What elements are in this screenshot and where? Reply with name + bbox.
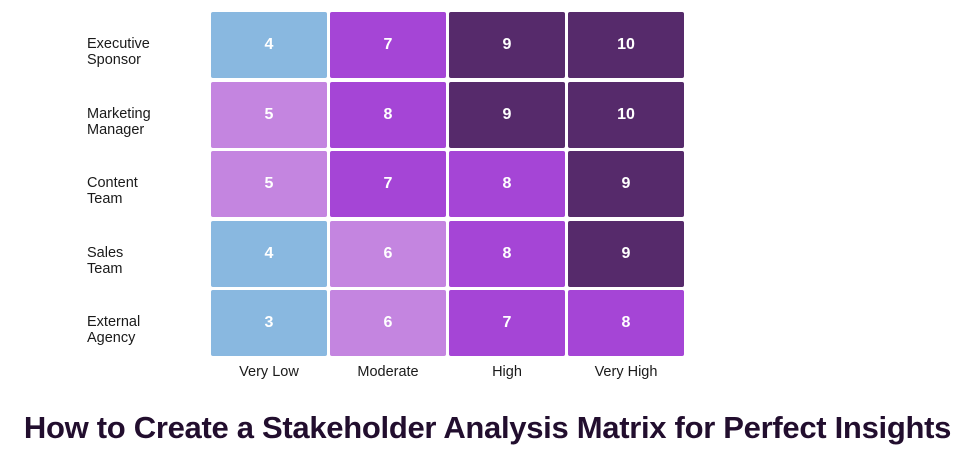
heatmap-cell: 9 xyxy=(449,12,565,78)
heatmap-cell: 9 xyxy=(568,220,684,287)
heatmap-cell: 5 xyxy=(211,151,327,217)
heatmap-cell: 9 xyxy=(568,151,684,217)
row-label: Executive Sponsor xyxy=(87,36,150,68)
page-title: How to Create a Stakeholder Analysis Mat… xyxy=(23,410,952,445)
heatmap-cell: 10 xyxy=(568,81,684,148)
heatmap-cell: 6 xyxy=(330,290,446,356)
heatmap-cell: 7 xyxy=(330,12,446,78)
column-label: Very Low xyxy=(239,364,299,380)
row-label: External Agency xyxy=(87,314,141,346)
row-label: Content Team xyxy=(87,175,138,207)
column-label: Moderate xyxy=(357,364,419,380)
heatmap-cell: 8 xyxy=(449,220,565,287)
heatmap-cell: 9 xyxy=(449,81,565,148)
heatmap-cell: 8 xyxy=(330,81,446,148)
heatmap-cell: 7 xyxy=(330,151,446,217)
heatmap-cell: 8 xyxy=(449,151,565,217)
row-label: Sales Team xyxy=(87,244,124,277)
row-label: Marketing Manager xyxy=(87,105,151,138)
heatmap-cell: 3 xyxy=(211,290,327,356)
heatmap-cell: 10 xyxy=(568,12,684,78)
heatmap-cell: 5 xyxy=(211,81,327,148)
heatmap-cell: 6 xyxy=(330,220,446,287)
heatmap-cell: 7 xyxy=(449,290,565,356)
column-label: High xyxy=(492,364,522,380)
heatmap-cell: 4 xyxy=(211,12,327,78)
heatmap-cell: 8 xyxy=(568,290,684,356)
column-label: Very High xyxy=(594,364,658,380)
heatmap-cell: 4 xyxy=(211,220,327,287)
